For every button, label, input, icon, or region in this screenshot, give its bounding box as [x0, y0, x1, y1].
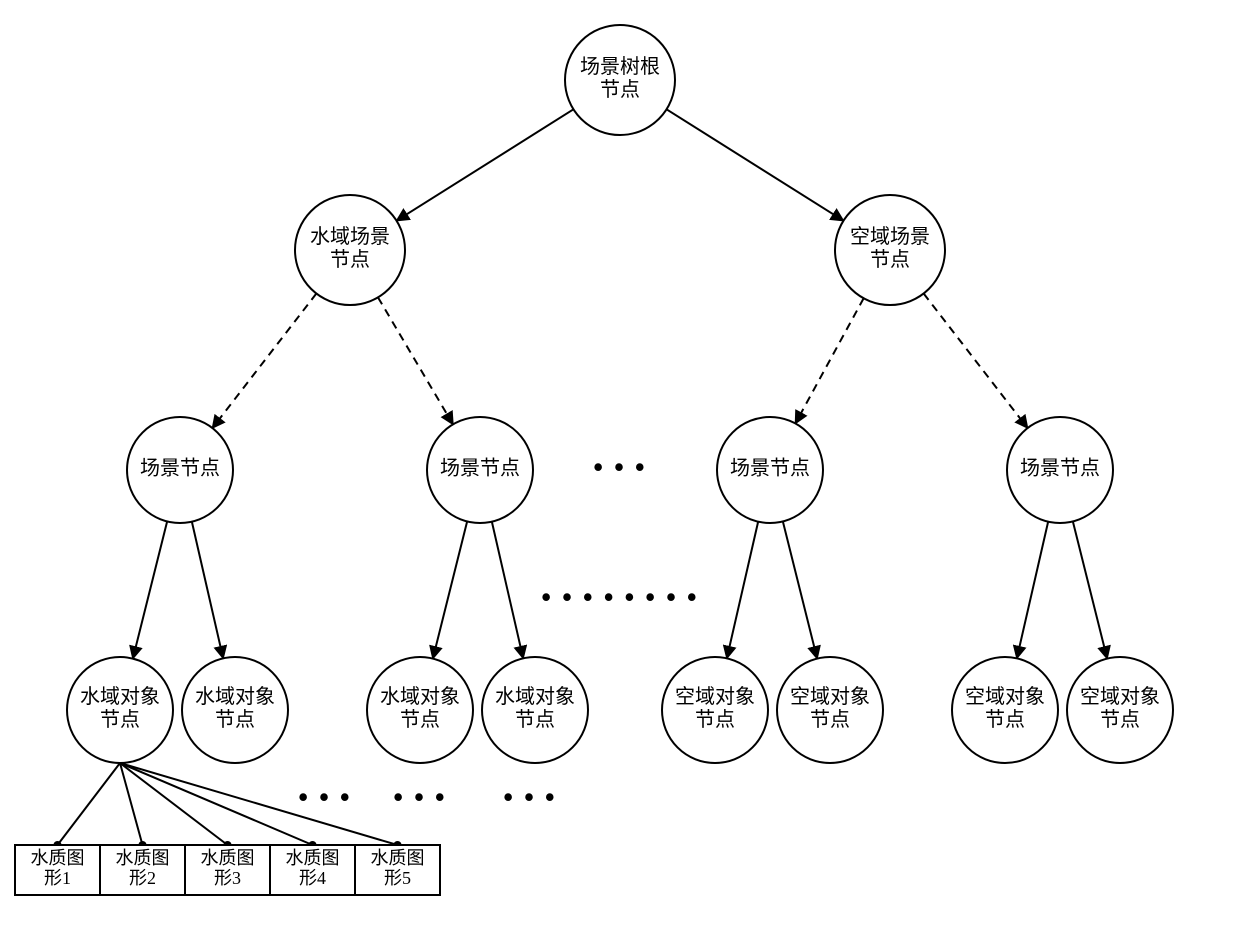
tree-edge — [120, 763, 313, 845]
leaf-label: 形2 — [129, 868, 156, 888]
tree-node: 空域场景节点 — [835, 195, 945, 305]
node-label: 空域对象 — [965, 685, 1045, 708]
tree-edge — [667, 109, 844, 220]
tree-node: 水域场景节点 — [295, 195, 405, 305]
leaf-label: 水质图 — [116, 848, 170, 868]
tree-edge — [120, 763, 228, 845]
tree-edge — [397, 109, 574, 220]
leaf-label: 形1 — [44, 868, 71, 888]
ellipsis: • • • — [593, 452, 646, 483]
node-label: 场景节点 — [440, 457, 520, 480]
node-label: 节点 — [515, 708, 555, 731]
node-label: 场景节点 — [730, 457, 810, 480]
node-label: 节点 — [695, 708, 735, 731]
tree-node: 水域对象节点 — [482, 657, 588, 763]
node-label: 节点 — [985, 708, 1025, 731]
tree-edge — [492, 522, 523, 659]
node-label: 节点 — [810, 708, 850, 731]
node-label: 节点 — [215, 708, 255, 731]
tree-node: 场景节点 — [427, 417, 533, 523]
leaf-label: 水质图 — [286, 848, 340, 868]
node-label: 节点 — [600, 78, 640, 101]
tree-node: 空域对象节点 — [952, 657, 1058, 763]
node-label: 节点 — [1100, 708, 1140, 731]
tree-edge — [58, 763, 121, 845]
leaf-label: 水质图 — [371, 848, 425, 868]
node-label: 空域对象 — [790, 685, 870, 708]
tree-edge — [795, 298, 863, 423]
tree-node: 水域对象节点 — [182, 657, 288, 763]
tree-edge — [1073, 521, 1107, 658]
node-label: 场景树根 — [580, 55, 660, 78]
tree-edge — [433, 521, 467, 658]
tree-node: 场景节点 — [717, 417, 823, 523]
tree-edge — [120, 763, 398, 845]
tree-node: 场景节点 — [1007, 417, 1113, 523]
scene-tree-diagram: 场景树根节点水域场景节点空域场景节点场景节点场景节点场景节点场景节点水域对象节点… — [0, 0, 1240, 927]
leaf-box: 水质图形1 — [15, 845, 100, 895]
tree-edge — [924, 294, 1028, 429]
tree-node: 空域对象节点 — [662, 657, 768, 763]
ellipsis: • • • — [503, 782, 556, 813]
tree-edge — [783, 521, 817, 658]
leaf-label: 水质图 — [31, 848, 85, 868]
node-label: 水域场景 — [310, 225, 390, 248]
leaf-box: 水质图形4 — [270, 845, 355, 895]
ellipsis: • • • — [298, 782, 351, 813]
tree-edge — [133, 521, 167, 658]
leaf-box: 水质图形5 — [355, 845, 440, 895]
tree-edge — [1017, 522, 1048, 659]
node-label: 节点 — [870, 248, 910, 271]
tree-edge — [212, 294, 316, 429]
leaf-box: 水质图形2 — [100, 845, 185, 895]
node-label: 场景节点 — [140, 457, 220, 480]
node-label: 水域对象 — [80, 685, 160, 708]
node-label: 空域场景 — [850, 225, 930, 248]
tree-edge — [378, 297, 453, 424]
leaf-label: 水质图 — [201, 848, 255, 868]
node-label: 节点 — [400, 708, 440, 731]
node-label: 水域对象 — [495, 685, 575, 708]
tree-edge — [192, 522, 223, 659]
node-label: 节点 — [100, 708, 140, 731]
node-label: 空域对象 — [675, 685, 755, 708]
tree-node: 水域对象节点 — [367, 657, 473, 763]
node-label: 水域对象 — [380, 685, 460, 708]
node-label: 空域对象 — [1080, 685, 1160, 708]
node-label: 节点 — [330, 248, 370, 271]
ellipsis: • • • • • • • • — [541, 582, 698, 613]
leaf-box: 水质图形3 — [185, 845, 270, 895]
tree-edge — [727, 522, 758, 659]
leaf-label: 形3 — [214, 868, 241, 888]
leaf-label: 形4 — [299, 868, 326, 888]
tree-edge — [120, 763, 143, 845]
leaf-label: 形5 — [384, 868, 411, 888]
node-label: 场景节点 — [1020, 457, 1100, 480]
node-label: 水域对象 — [195, 685, 275, 708]
tree-node: 空域对象节点 — [777, 657, 883, 763]
tree-node: 水域对象节点 — [67, 657, 173, 763]
ellipsis: • • • — [393, 782, 446, 813]
tree-node: 场景树根节点 — [565, 25, 675, 135]
tree-node: 空域对象节点 — [1067, 657, 1173, 763]
tree-node: 场景节点 — [127, 417, 233, 523]
